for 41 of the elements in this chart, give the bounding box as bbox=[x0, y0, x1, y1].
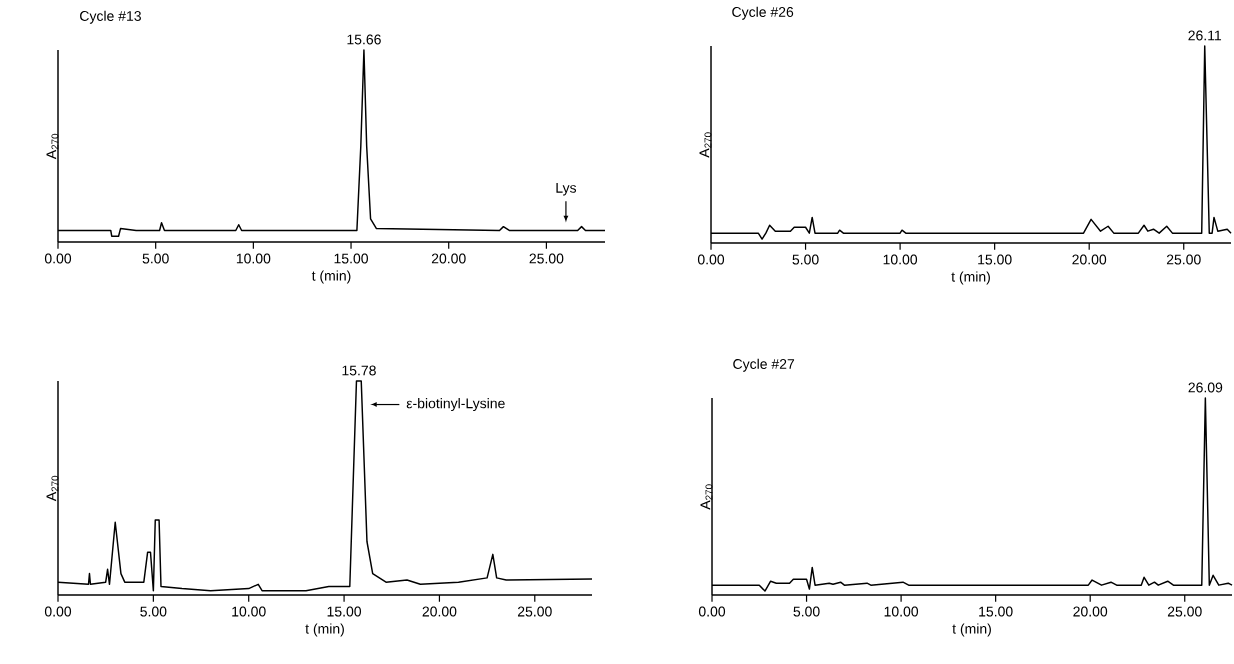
x-tick-label: 20.00 bbox=[1073, 606, 1108, 617]
x-tick-label: 10.00 bbox=[884, 606, 919, 617]
annotation: 26.09 bbox=[1188, 382, 1223, 393]
x-tick-label: 20.00 bbox=[1072, 254, 1107, 265]
x-tick-label: 0.00 bbox=[698, 606, 726, 617]
x-tick-label: 20.00 bbox=[431, 253, 466, 264]
x-tick-label: 25.00 bbox=[529, 253, 564, 264]
annotation: 26.11 bbox=[1188, 30, 1222, 41]
x-tick-label: 25.00 bbox=[1167, 606, 1202, 617]
x-tick-label: 5.00 bbox=[792, 254, 819, 265]
x-tick-label: 15.00 bbox=[327, 606, 362, 617]
chart-title: Cycle #13 bbox=[80, 10, 141, 24]
x-tick-label: 20.00 bbox=[422, 606, 457, 617]
x-tick-label: 5.00 bbox=[140, 606, 167, 617]
y-axis-title: A$_{270}$ bbox=[46, 475, 59, 502]
x-tick-label: 10.00 bbox=[236, 253, 271, 264]
y-axis-title: A$_{270}$ bbox=[700, 484, 713, 510]
chart-title: Cycle #27 bbox=[733, 358, 795, 372]
x-axis-title: t (min) bbox=[305, 623, 344, 637]
x-axis-title: t (min) bbox=[951, 271, 990, 285]
x-tick-label: 0.00 bbox=[697, 254, 725, 265]
chart-title: Cycle #26 bbox=[732, 6, 794, 20]
x-tick-label: 10.00 bbox=[883, 254, 918, 265]
y-axis-title: A$_{270}$ bbox=[699, 132, 712, 158]
x-axis-title: t (min) bbox=[311, 270, 351, 284]
x-tick-label: 0.00 bbox=[44, 606, 72, 617]
x-tick-label: 5.00 bbox=[142, 253, 169, 264]
annotation: 15.66 bbox=[347, 34, 381, 45]
x-tick-label: 25.00 bbox=[1166, 254, 1201, 265]
x-tick-label: 15.00 bbox=[334, 253, 368, 264]
x-tick-label: 25.00 bbox=[517, 606, 552, 617]
x-tick-label: 15.00 bbox=[979, 606, 1013, 617]
x-tick-label: 10.00 bbox=[232, 606, 266, 617]
x-tick-label: 0.00 bbox=[44, 253, 72, 264]
y-axis-title: A$_{270}$ bbox=[46, 133, 59, 160]
annotation: ε-biotinyl-Lysine bbox=[406, 398, 505, 412]
x-tick-label: 15.00 bbox=[978, 254, 1012, 265]
annotation: 15.78 bbox=[342, 365, 376, 376]
x-tick-label: 5.00 bbox=[793, 606, 820, 617]
x-axis-title: t (min) bbox=[952, 623, 991, 637]
annotation: Lys bbox=[556, 183, 577, 196]
